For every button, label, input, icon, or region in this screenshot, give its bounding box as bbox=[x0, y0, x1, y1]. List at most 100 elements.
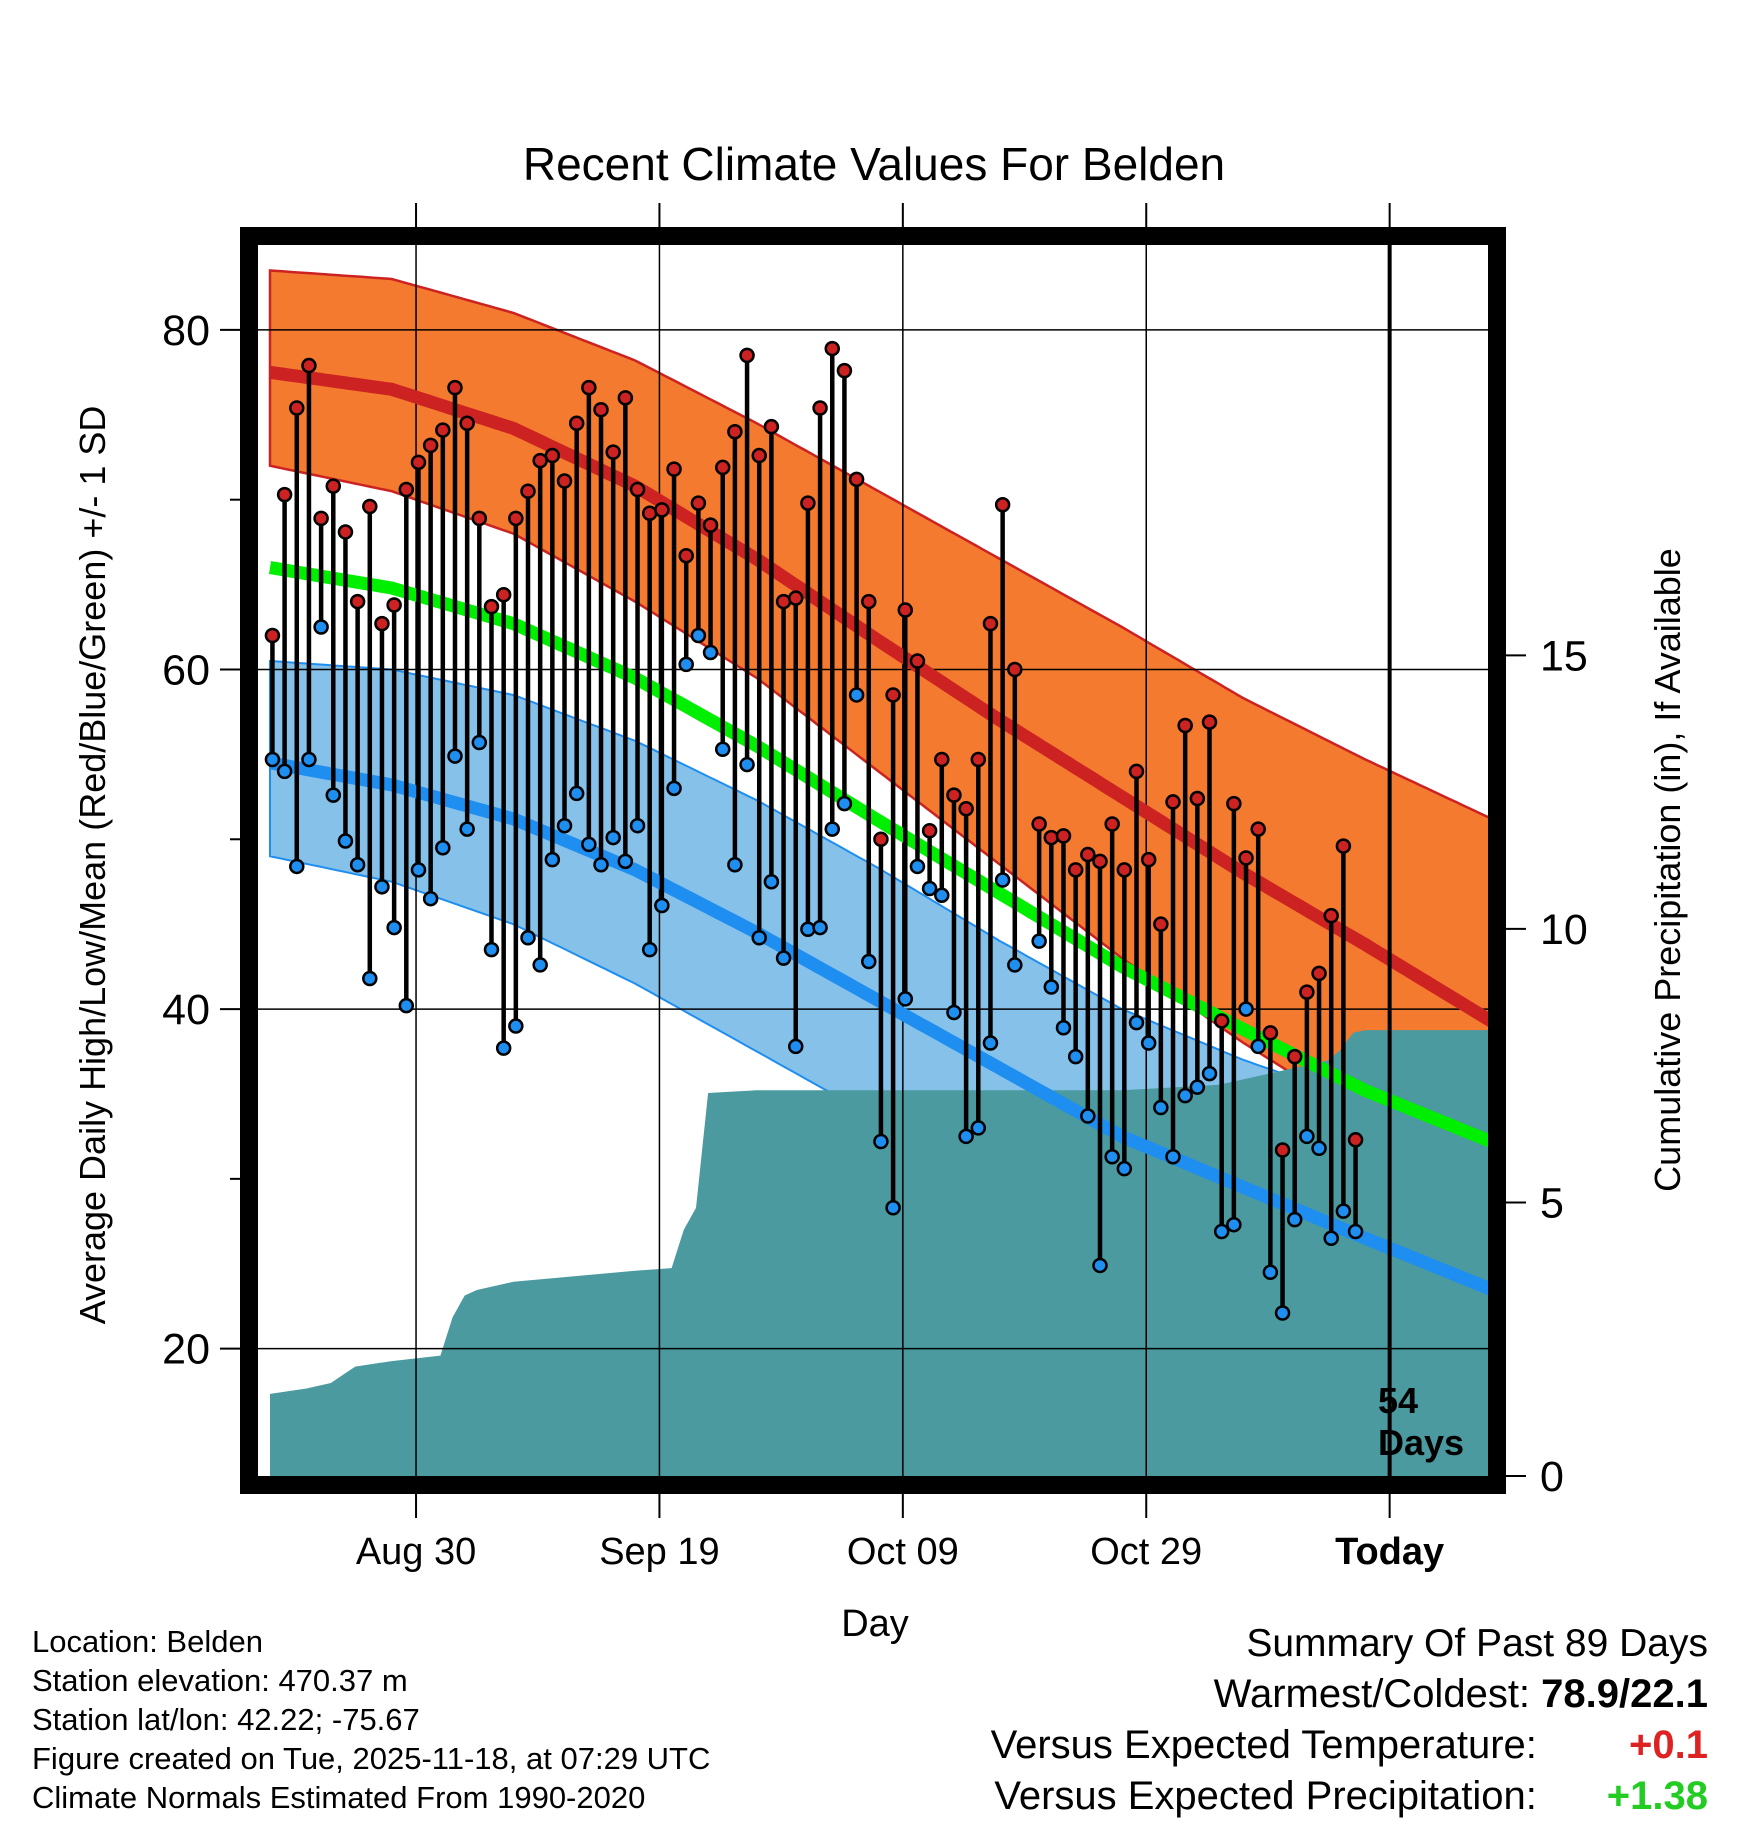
daily-high-dot bbox=[994, 497, 1011, 513]
daily-low-dot bbox=[410, 862, 427, 878]
y-right-tick-label: 15 bbox=[1540, 632, 1588, 680]
precip-layer bbox=[270, 1030, 1488, 1476]
daily-low-dot bbox=[289, 858, 305, 875]
y-axis-right-label: Cumulative Precipitation (in), If Availa… bbox=[1647, 548, 1688, 1192]
x-tick-label: Sep 19 bbox=[599, 1531, 719, 1573]
daily-low-dot bbox=[508, 1018, 524, 1034]
daily-low-dot bbox=[374, 879, 390, 895]
elevation-text: Station elevation: 470.37 m bbox=[32, 1663, 408, 1698]
daily-high-dot bbox=[1323, 907, 1339, 924]
warm-cold-row: Warmest/Coldest: 78.9/22.1 bbox=[991, 1669, 1708, 1720]
daily-high-dot bbox=[471, 510, 488, 527]
daily-low-dot bbox=[459, 821, 475, 837]
daily-high-dot bbox=[581, 379, 597, 396]
daily-low-dot bbox=[471, 734, 488, 751]
x-tick-label: Aug 30 bbox=[356, 1531, 476, 1573]
daily-high-dot bbox=[289, 400, 305, 416]
daily-low-dot bbox=[994, 872, 1011, 888]
daily-high-dot bbox=[787, 590, 804, 606]
daily-low-dot bbox=[349, 856, 366, 873]
daily-high-dot bbox=[1055, 828, 1072, 844]
daily-low-dot bbox=[800, 921, 816, 938]
daily-high-dot bbox=[1177, 717, 1193, 734]
daily-high-dot bbox=[435, 422, 451, 438]
daily-low-dot bbox=[301, 751, 317, 768]
daily-low-dot bbox=[1262, 1264, 1279, 1280]
daily-low-dot bbox=[970, 1120, 987, 1136]
daily-low-dot bbox=[909, 858, 926, 875]
daily-low-dot bbox=[824, 821, 841, 837]
chart-title: Recent Climate Values For Belden bbox=[523, 138, 1225, 190]
daily-high-dot bbox=[678, 547, 694, 564]
daily-high-dot bbox=[1286, 1048, 1303, 1065]
daily-high-dot bbox=[1335, 838, 1352, 854]
x-tick-label: Today bbox=[1335, 1531, 1444, 1573]
daily-high-dot bbox=[1031, 816, 1047, 832]
precip-row: Versus Expected Precipitation: +1.38 bbox=[991, 1771, 1708, 1822]
daily-high-dot bbox=[1067, 862, 1084, 878]
daily-high-dot bbox=[934, 751, 950, 768]
daily-high-dot bbox=[1092, 853, 1108, 870]
temp-value: +0.1 bbox=[1629, 1723, 1708, 1767]
today-days-label: Days bbox=[1378, 1422, 1464, 1463]
daily-low-dot bbox=[921, 880, 938, 897]
daily-low-dot bbox=[617, 853, 634, 870]
daily-high-dot bbox=[1238, 850, 1254, 866]
daily-low-dot bbox=[885, 1199, 901, 1216]
daily-high-dot bbox=[1299, 984, 1315, 1000]
daily-high-dot bbox=[751, 447, 767, 464]
daily-high-dot bbox=[1153, 916, 1169, 932]
daily-low-dot bbox=[666, 780, 682, 797]
daily-low-dot bbox=[1177, 1087, 1193, 1104]
y-tick-label: 40 bbox=[162, 986, 210, 1034]
plot-frame bbox=[240, 227, 1506, 1494]
daily-high-dot bbox=[422, 437, 439, 454]
daily-low-dot bbox=[1007, 957, 1023, 973]
y-tick-label: 20 bbox=[162, 1326, 210, 1374]
daily-high-dot bbox=[690, 495, 707, 511]
daily-low-dot bbox=[678, 656, 694, 673]
daily-high-dot bbox=[873, 831, 889, 848]
daily-high-dot bbox=[617, 390, 634, 406]
created-text: Figure created on Tue, 2025-11-18, at 07… bbox=[32, 1741, 711, 1776]
y-tick-label: 60 bbox=[162, 646, 210, 694]
daily-low-dot bbox=[702, 644, 719, 661]
daily-low-dot bbox=[556, 817, 573, 834]
precip-value: +1.38 bbox=[1606, 1774, 1708, 1818]
summary-panel: Summary Of Past 89 Days Warmest/Coldest:… bbox=[991, 1618, 1708, 1822]
x-tick-label: Oct 29 bbox=[1090, 1531, 1202, 1573]
daily-high-dot bbox=[1165, 794, 1181, 810]
warm-cold-value: 78.9/22.1 bbox=[1541, 1672, 1708, 1716]
daily-low-dot bbox=[386, 919, 402, 936]
daily-high-dot bbox=[398, 481, 415, 498]
daily-low-dot bbox=[581, 836, 597, 853]
daily-high-dot bbox=[714, 459, 731, 476]
daily-low-dot bbox=[1153, 1099, 1169, 1116]
daily-low-dot bbox=[568, 785, 585, 802]
daily-high-dot bbox=[654, 502, 670, 518]
daily-high-dot bbox=[763, 418, 780, 435]
daily-low-dot bbox=[751, 930, 767, 946]
daily-high-dot bbox=[1311, 965, 1327, 982]
daily-low-dot bbox=[1067, 1048, 1084, 1065]
daily-low-dot bbox=[982, 1035, 999, 1051]
daily-high-dot bbox=[1213, 1013, 1230, 1029]
daily-low-dot bbox=[1226, 1216, 1242, 1233]
daily-low-dot bbox=[532, 957, 548, 973]
daily-low-dot bbox=[690, 627, 707, 644]
normal-high-line bbox=[269, 365, 1488, 1027]
daily-low-dot bbox=[1335, 1203, 1352, 1219]
daily-low-dot bbox=[435, 840, 451, 856]
daily-low-dot bbox=[946, 1004, 962, 1021]
daily-low-dot bbox=[483, 941, 500, 958]
daily-high-dot bbox=[1347, 1132, 1364, 1148]
y-tick-label: 80 bbox=[162, 307, 210, 355]
daily-high-dot bbox=[885, 687, 901, 703]
daily-high-dot bbox=[739, 347, 755, 364]
daily-high-dot bbox=[362, 498, 378, 515]
daily-high-dot bbox=[556, 473, 573, 489]
daily-low-dot bbox=[1092, 1257, 1108, 1274]
daily-high-dot bbox=[1189, 790, 1206, 807]
daily-low-dot bbox=[775, 950, 792, 966]
daily-high-dot bbox=[544, 447, 561, 464]
